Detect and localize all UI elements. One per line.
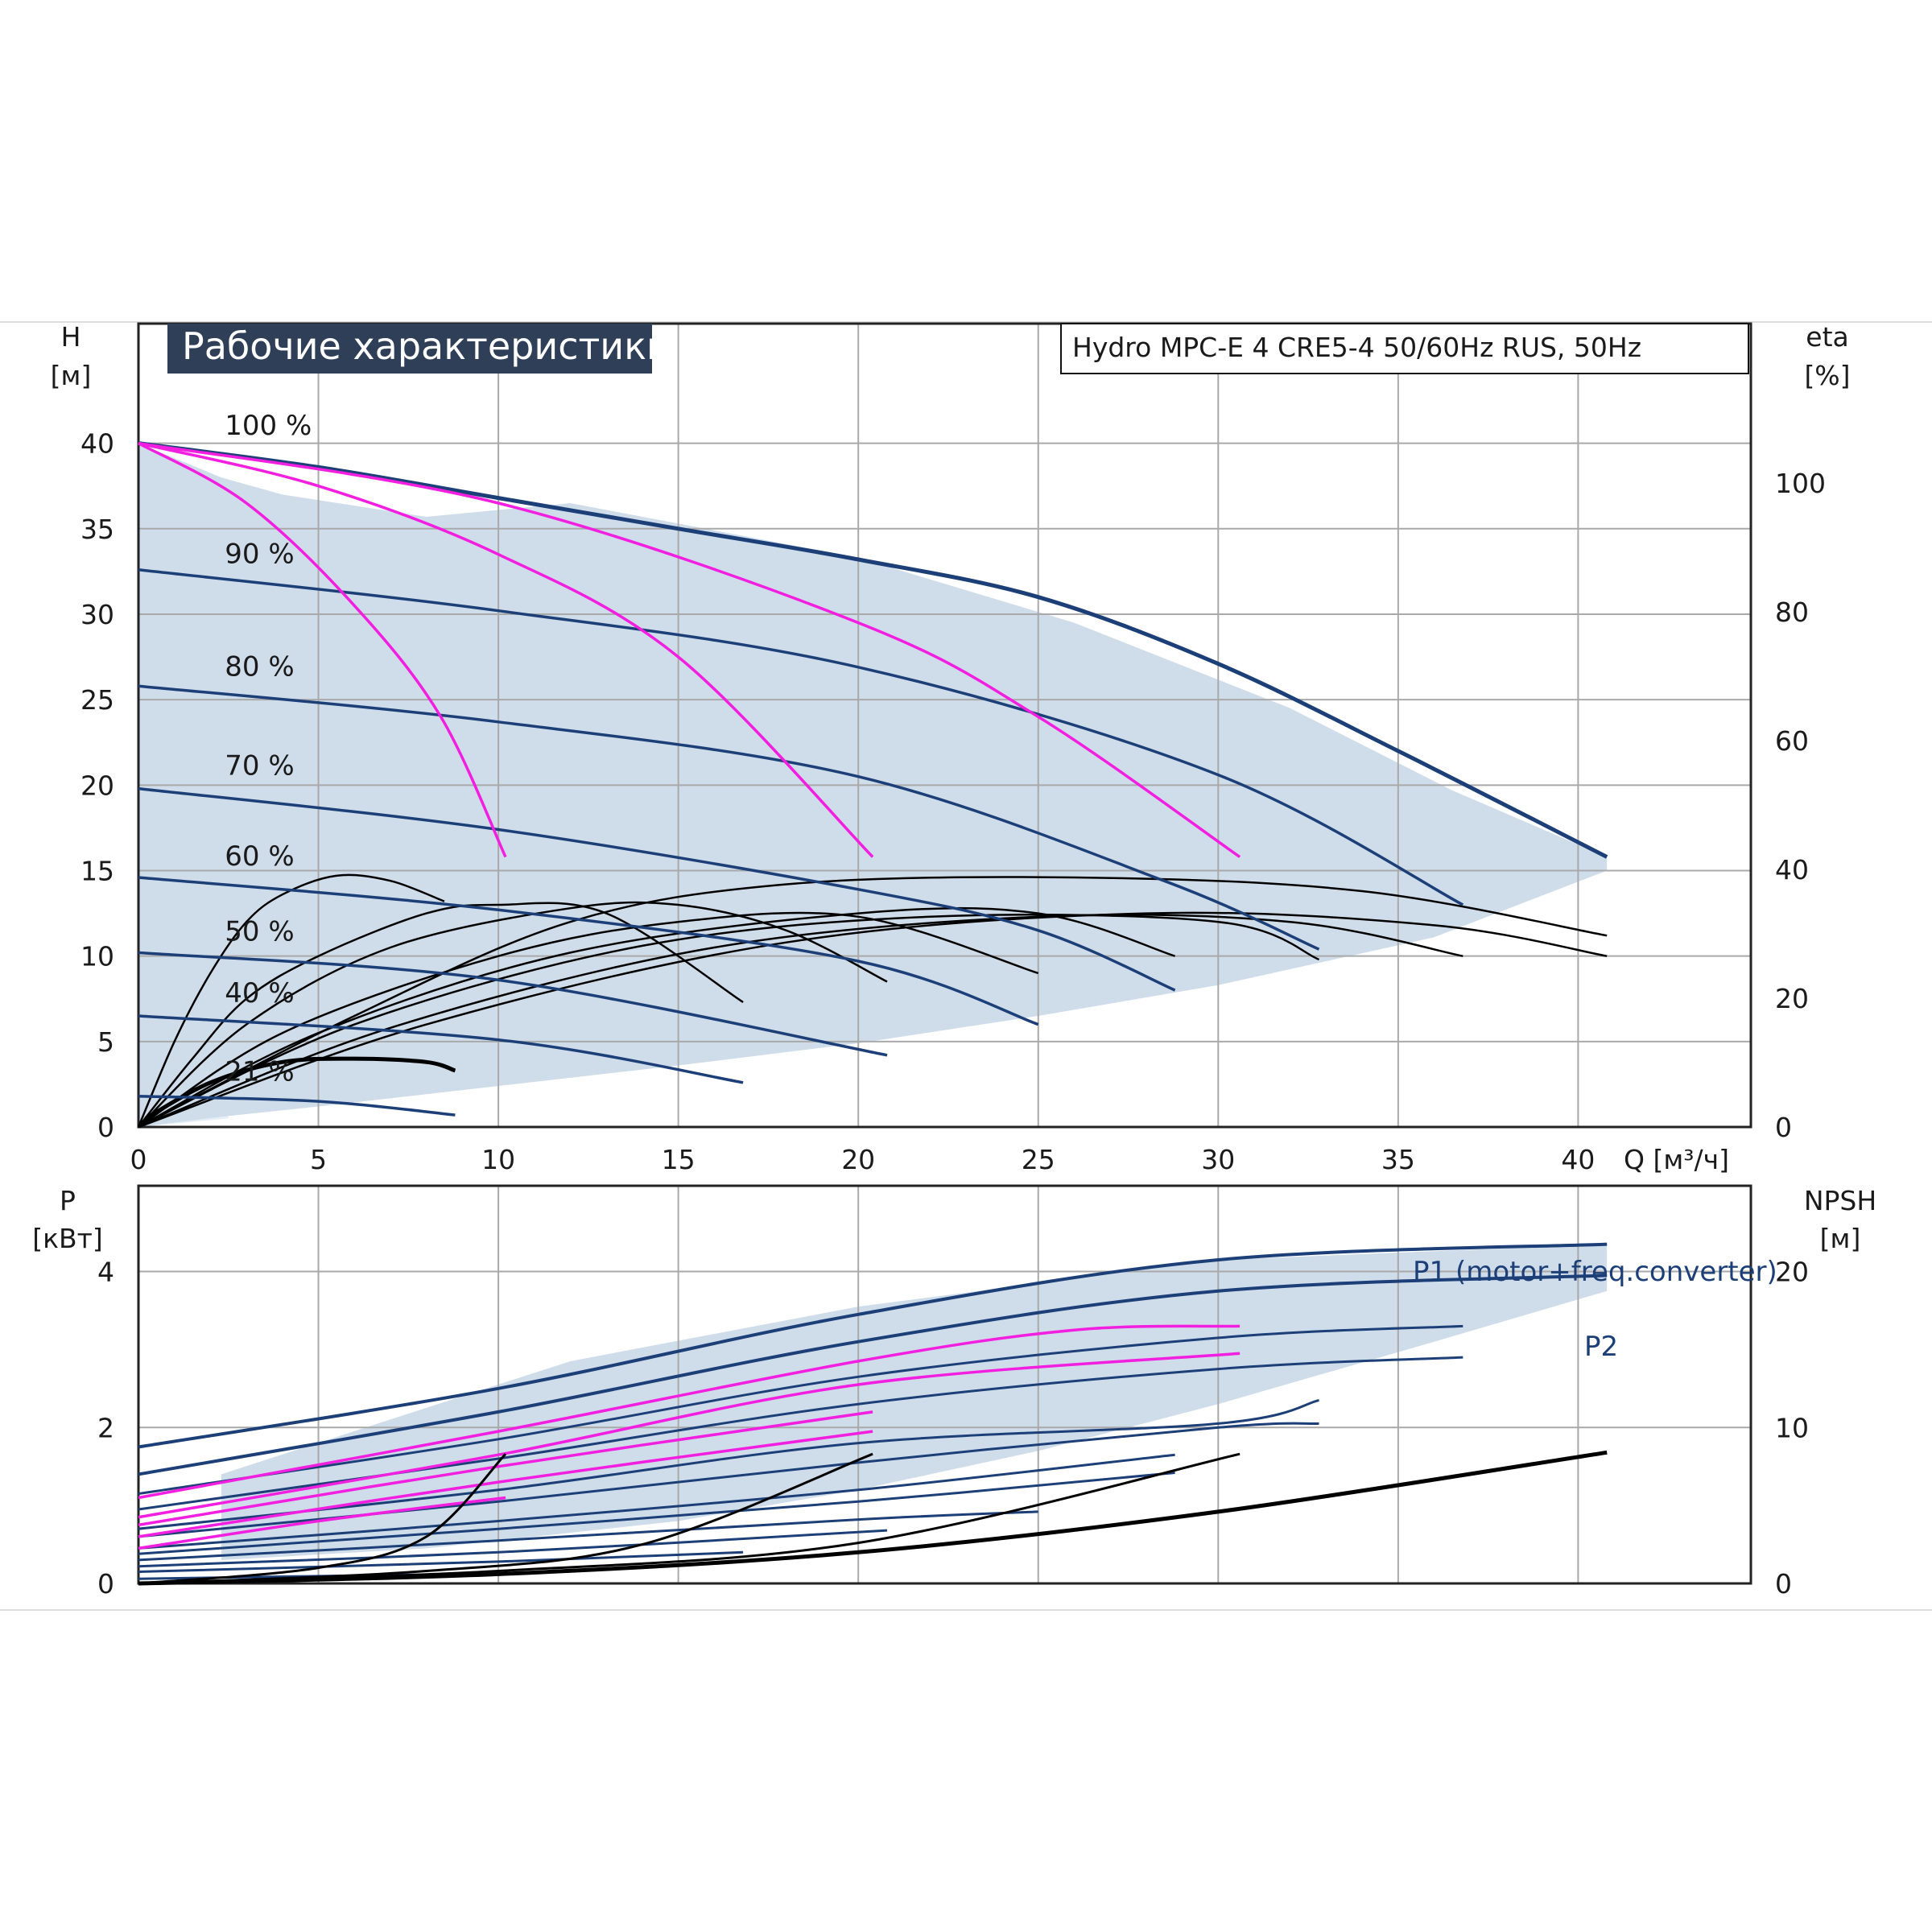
head-curve bbox=[138, 786, 1176, 992]
npsh-curve bbox=[138, 1450, 1608, 1586]
speed-label: 40 % bbox=[225, 977, 294, 1009]
power-curve-system bbox=[138, 1496, 506, 1550]
head-eta-panel: 0 5 10 15 20 25 30 35 40051015202530354002040608… bbox=[0, 321, 1932, 1611]
power-curve bbox=[138, 1398, 1319, 1530]
power-curve bbox=[138, 1550, 744, 1573]
p2-annotation: P2 bbox=[1584, 1331, 1618, 1363]
head-curve bbox=[138, 1095, 456, 1117]
power-curve bbox=[138, 1510, 1038, 1562]
speed-label: 80 % bbox=[225, 650, 294, 683]
power-curve bbox=[138, 1453, 1175, 1550]
system-curve bbox=[138, 442, 507, 858]
speed-label: 90 % bbox=[225, 538, 294, 570]
plot-frame-top bbox=[137, 322, 1752, 1129]
npsh-curve bbox=[138, 1452, 873, 1585]
npsh-tick-label: 20 bbox=[1775, 1257, 1809, 1288]
power-axis-title: P bbox=[60, 1185, 76, 1216]
npsh-axis-unit: [м] bbox=[1820, 1223, 1861, 1254]
x-tick-label: 10 bbox=[481, 1144, 515, 1175]
product-box bbox=[1060, 323, 1749, 374]
y-tick-label: 15 bbox=[80, 855, 114, 886]
head-curve bbox=[138, 441, 1608, 859]
npsh-curve bbox=[138, 1452, 1241, 1585]
npsh-tick-label: 0 bbox=[1775, 1568, 1792, 1600]
power-curve-system bbox=[138, 1352, 1241, 1519]
eta-curve bbox=[138, 906, 1175, 1129]
head-curve bbox=[138, 568, 1464, 906]
head-curve bbox=[138, 951, 888, 1057]
plot-frame-bottom bbox=[137, 1184, 1752, 1585]
p1-annotation: P1 (motor+freq.converter) bbox=[1413, 1256, 1777, 1288]
power-curve bbox=[138, 1242, 1608, 1449]
power-npsh-panel: 0 2 4 0 10 20 bbox=[97, 1184, 1809, 1600]
y-tick-label: 10 bbox=[80, 941, 114, 972]
speed-label: 50 % bbox=[225, 916, 294, 948]
power-curve bbox=[138, 1529, 888, 1568]
speed-label: 70 % bbox=[225, 750, 294, 782]
power-curve-system bbox=[138, 1410, 873, 1527]
x-tick-label: 15 bbox=[662, 1144, 696, 1175]
npsh-tick-label: 10 bbox=[1775, 1412, 1809, 1443]
p-tick-label: 0 bbox=[97, 1568, 114, 1600]
y-tick-label: 30 bbox=[80, 599, 114, 630]
head-curve bbox=[138, 684, 1320, 951]
y-axis-unit: [м] bbox=[51, 360, 92, 391]
product-name: Hydro MPC-E 4 CRE5-4 50/60Hz RUS, 50Hz bbox=[1072, 332, 1641, 363]
x-tick-label: 0 bbox=[130, 1144, 147, 1175]
x-tick-label: 40 bbox=[1561, 1144, 1595, 1175]
head-curve bbox=[138, 876, 1039, 1026]
y2-tick-label: 80 bbox=[1775, 597, 1809, 628]
eta-curve bbox=[138, 876, 1608, 1129]
power-curve bbox=[138, 1472, 1175, 1555]
x-tick-label: 35 bbox=[1381, 1144, 1415, 1175]
power-curve bbox=[138, 1274, 1608, 1476]
p-tick-label: 2 bbox=[97, 1412, 114, 1443]
y-tick-label: 20 bbox=[80, 770, 114, 801]
y2-tick-label: 20 bbox=[1775, 983, 1809, 1014]
y2-axis-title: eta bbox=[1806, 321, 1848, 353]
y2-tick-label: 40 bbox=[1775, 854, 1809, 886]
eta-curve-min-speed bbox=[144, 1056, 456, 1121]
eta-curve bbox=[138, 914, 1319, 1129]
speed-label: 60 % bbox=[225, 840, 294, 873]
power-curve-system bbox=[138, 1324, 1241, 1500]
y-tick-label: 5 bbox=[97, 1026, 114, 1058]
y-tick-label: 0 bbox=[97, 1112, 114, 1143]
power-curve-system bbox=[138, 1430, 873, 1538]
eta-curve bbox=[138, 911, 1608, 1129]
power-axis-unit: [кВт] bbox=[32, 1223, 103, 1254]
y2-axis-unit: [%] bbox=[1804, 360, 1850, 391]
eta-curve bbox=[138, 911, 1039, 1129]
eta-curve bbox=[138, 914, 1463, 1129]
eta-curve bbox=[138, 902, 744, 1128]
y2-tick-label: 60 bbox=[1775, 725, 1809, 757]
x-tick-label: 5 bbox=[310, 1144, 327, 1175]
npsh-curve bbox=[138, 1453, 507, 1585]
system-curve bbox=[138, 441, 874, 858]
eta-curve bbox=[137, 873, 445, 1128]
y2-tick-label: 0 bbox=[1775, 1112, 1792, 1143]
y-axis-title: H bbox=[61, 321, 81, 353]
y-tick-label: 25 bbox=[80, 684, 114, 716]
p-tick-label: 4 bbox=[97, 1257, 114, 1288]
page-title: Рабочие характеристики bbox=[182, 324, 671, 368]
x-tick-label: 25 bbox=[1022, 1144, 1055, 1175]
head-curve bbox=[138, 1014, 744, 1084]
speed-label: 21 % bbox=[225, 1056, 294, 1088]
x-axis-title: Q [м³/ч] bbox=[1624, 1144, 1729, 1175]
power-curve bbox=[138, 1324, 1463, 1496]
x-tick-label: 20 bbox=[841, 1144, 875, 1175]
y-tick-label: 40 bbox=[80, 428, 114, 460]
system-curve bbox=[138, 441, 1241, 858]
npsh-axis-title: NPSH bbox=[1804, 1185, 1876, 1216]
speed-label: 100 % bbox=[225, 410, 312, 442]
y-tick-label: 35 bbox=[80, 514, 114, 545]
title-box bbox=[167, 324, 652, 374]
x-tick-label: 30 bbox=[1201, 1144, 1235, 1175]
y2-tick-label: 100 bbox=[1775, 468, 1826, 499]
